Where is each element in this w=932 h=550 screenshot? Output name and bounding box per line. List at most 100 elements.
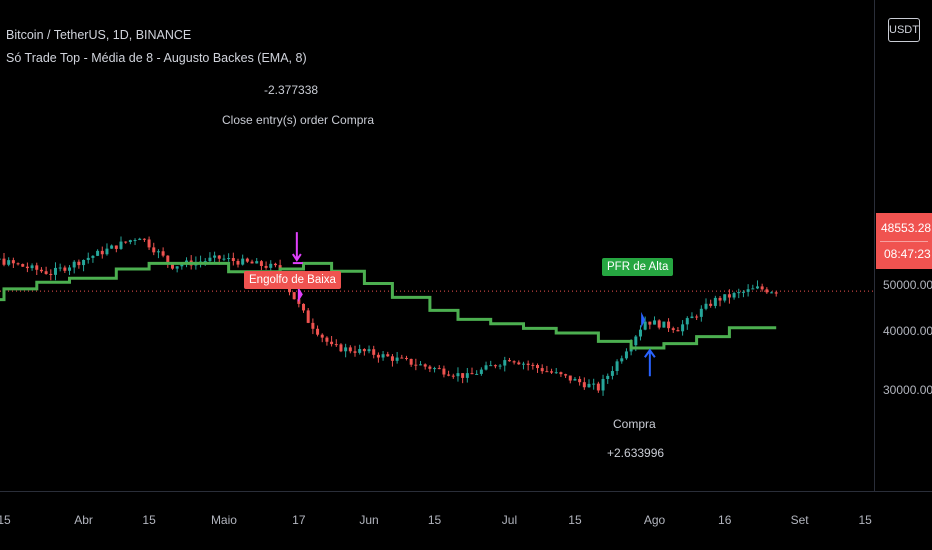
candle-body <box>428 366 432 369</box>
symbol-title: Bitcoin / TetherUS, 1D, BINANCE <box>6 28 192 42</box>
candle <box>484 361 488 371</box>
quote-currency-button[interactable]: USDT <box>888 18 920 42</box>
candle-body <box>358 349 362 353</box>
candle <box>737 288 741 299</box>
candle <box>699 305 703 322</box>
candle <box>709 299 713 308</box>
candle-body <box>273 263 277 266</box>
close-order-label: Close entry(s) order Compra <box>222 113 375 127</box>
candle <box>461 373 465 384</box>
candle-body <box>250 261 254 264</box>
candle-body <box>353 351 357 353</box>
x-tick-label: Maio <box>211 513 237 527</box>
candle <box>358 344 362 355</box>
candle-body <box>316 328 320 335</box>
candle <box>723 294 727 303</box>
candle-body <box>297 299 301 304</box>
x-tick-label: 15 <box>0 513 11 527</box>
candle-body <box>138 238 142 241</box>
x-tick-label: 15 <box>568 513 582 527</box>
candle-body <box>704 303 708 309</box>
candle-body <box>227 258 231 260</box>
candle <box>564 373 568 379</box>
candle-body <box>367 349 371 352</box>
candle <box>339 343 343 353</box>
x-tick-label: 16 <box>718 513 732 527</box>
candle-body <box>503 360 507 366</box>
candle-body <box>390 356 394 361</box>
candle-body <box>77 261 81 266</box>
candle <box>16 262 20 266</box>
candle-body <box>676 330 680 332</box>
candle-body <box>447 374 451 376</box>
candle-body <box>559 372 563 375</box>
candle-body <box>330 341 334 345</box>
candle-body <box>100 250 104 255</box>
candle <box>423 363 427 370</box>
candle <box>302 303 306 313</box>
candle-body <box>685 318 689 325</box>
candle-body <box>156 251 160 253</box>
candle-body <box>442 368 446 375</box>
candle <box>671 326 675 333</box>
candle <box>330 335 334 347</box>
candle-body <box>727 294 731 298</box>
candle-body <box>461 373 465 378</box>
indicator-title[interactable]: Só Trade Top - Média de 8 - Augusto Back… <box>6 51 307 65</box>
candle <box>175 266 179 273</box>
candle-body <box>58 267 62 269</box>
candle-body <box>456 373 460 377</box>
candle <box>451 373 455 379</box>
candle-body <box>662 321 666 328</box>
candle-body <box>699 308 703 317</box>
buy-signal-marker <box>641 311 646 328</box>
candle <box>578 376 582 386</box>
candle-body <box>667 321 671 329</box>
candle <box>367 345 371 354</box>
candle <box>334 339 338 347</box>
candle-body <box>381 354 385 358</box>
candle-body <box>325 337 329 342</box>
candle <box>400 354 404 359</box>
candle <box>536 363 540 373</box>
candle-body <box>110 245 114 249</box>
candle-body <box>709 303 713 306</box>
candle-body <box>643 321 647 330</box>
candle <box>662 321 666 328</box>
candle-body <box>615 361 619 372</box>
current-price: 48553.28 <box>881 221 932 235</box>
candle-body <box>550 371 554 373</box>
candle <box>447 370 451 377</box>
close-order-pnl: -2.377338 <box>264 83 319 97</box>
candle <box>774 290 778 297</box>
candle <box>348 345 352 354</box>
candle-body <box>82 259 86 266</box>
candle-body <box>774 292 778 294</box>
candle-body <box>638 329 642 337</box>
candle <box>161 247 165 258</box>
candle <box>316 325 320 337</box>
buy-signal-tag: PFR de Alta <box>602 258 674 276</box>
candle-body <box>465 373 469 378</box>
candle <box>690 312 694 319</box>
candle-body <box>760 286 764 290</box>
buy-order-pnl: +2.633996 <box>607 446 665 460</box>
candle-body <box>433 368 437 370</box>
candle-body <box>128 240 132 243</box>
candle-body <box>451 375 455 377</box>
candle-body <box>30 265 34 269</box>
candle-body <box>161 251 165 256</box>
candle <box>292 292 296 300</box>
candle-body <box>732 293 736 298</box>
candle-body <box>568 375 572 381</box>
candle <box>695 314 699 320</box>
candle <box>601 374 605 396</box>
candle-body <box>217 255 221 259</box>
candle <box>498 363 502 370</box>
candle <box>231 252 235 266</box>
candle <box>255 258 259 264</box>
candle <box>657 319 661 330</box>
candle-body <box>596 383 600 391</box>
